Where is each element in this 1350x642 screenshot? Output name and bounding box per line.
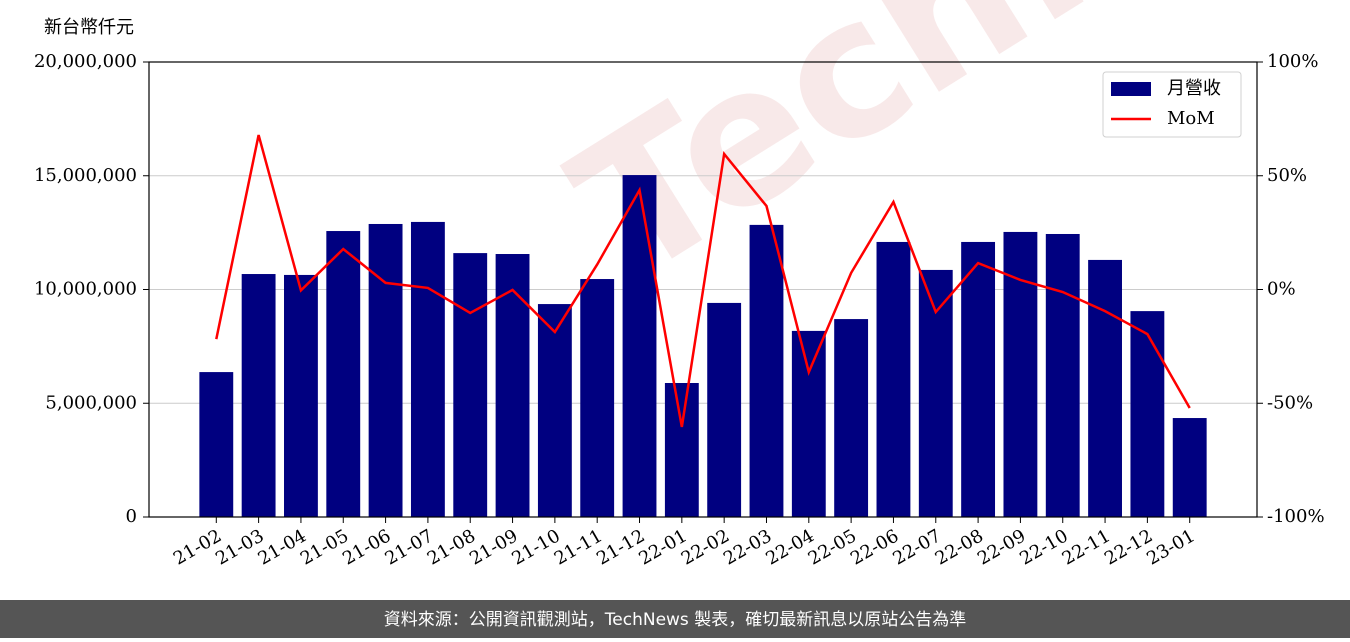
bar [241, 274, 276, 517]
legend-label: MoM [1167, 108, 1215, 129]
bar [664, 383, 699, 517]
bar [495, 254, 530, 517]
y2-tick-label: -50% [1267, 392, 1313, 413]
plot-frame [148, 61, 1258, 518]
bar [284, 274, 318, 517]
bar [918, 269, 953, 517]
bar [791, 330, 826, 517]
bar [453, 253, 488, 517]
bar [199, 372, 234, 517]
bar [1045, 233, 1080, 518]
bar [749, 224, 784, 517]
y2-tick-label: 100% [1267, 51, 1318, 72]
y-tick-label: 10,000,000 [34, 279, 137, 300]
bar [326, 231, 361, 517]
y-axis-label: 新台幣仟元 [44, 17, 134, 38]
bar [1088, 259, 1122, 517]
bar [410, 221, 445, 517]
bar [707, 302, 742, 517]
y2-tick-label: 50% [1267, 165, 1307, 186]
bar [834, 319, 869, 517]
x-tick-label: 23-01 [1143, 525, 1198, 569]
y-tick-label: 15,000,000 [34, 165, 137, 186]
line [215, 134, 1191, 428]
bar [1130, 311, 1165, 517]
bar [876, 241, 911, 517]
bar [580, 279, 615, 517]
bar [537, 304, 572, 517]
footer-bar [0, 600, 1350, 638]
y-tick-label: 20,000,000 [34, 51, 137, 72]
bar [368, 223, 403, 518]
footer-text: 資料來源：公開資訊觀測站，TechNews 製表，確切最新訊息以原站公告為準 [384, 610, 966, 630]
bar [961, 241, 996, 517]
y-tick-label: 5,000,000 [45, 392, 137, 413]
legend-swatch [1111, 82, 1151, 96]
y-tick-label: 0 [126, 506, 137, 527]
y2-tick-label: -100% [1267, 506, 1325, 527]
y2-tick-label: 0% [1267, 279, 1296, 300]
legend-label: 月營收 [1167, 78, 1221, 99]
bar [1172, 418, 1207, 517]
bar [622, 175, 657, 517]
